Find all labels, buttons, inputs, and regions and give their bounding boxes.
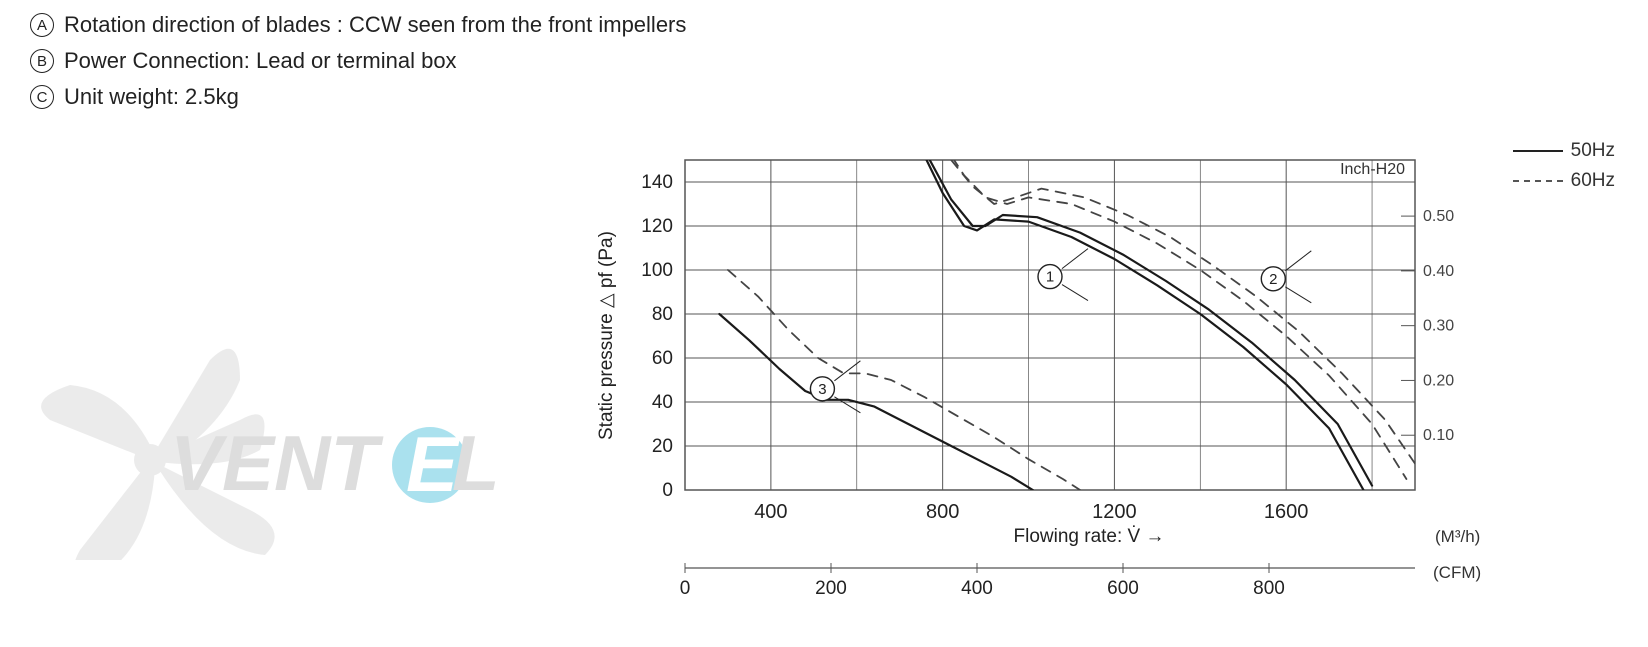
svg-text:Inch-H20: Inch-H20 [1340, 161, 1405, 178]
note-text-c: Unit weight: 2.5kg [64, 80, 239, 114]
svg-text:400: 400 [754, 501, 787, 523]
svg-text:600: 600 [1107, 578, 1139, 599]
svg-text:0.40: 0.40 [1423, 263, 1454, 280]
svg-text:0: 0 [662, 480, 673, 501]
svg-text:140: 140 [641, 172, 673, 193]
svg-text:120: 120 [641, 216, 673, 237]
svg-text:1200: 1200 [1092, 501, 1137, 523]
svg-text:40: 40 [652, 392, 673, 413]
note-text-a: Rotation direction of blades : CCW seen … [64, 8, 686, 42]
svg-text:20: 20 [652, 436, 673, 457]
watermark-ventel: VENT E L [40, 300, 500, 560]
svg-text:60: 60 [652, 348, 673, 369]
svg-text:800: 800 [1253, 578, 1285, 599]
svg-text:L: L [452, 419, 500, 507]
svg-text:1: 1 [1046, 269, 1054, 286]
legend-label-50: 50Hz [1571, 140, 1615, 162]
svg-text:1600: 1600 [1264, 501, 1309, 523]
svg-text:100: 100 [641, 260, 673, 281]
chart-svg: 40080012001600020406080100120140Inch-H20… [555, 140, 1555, 640]
svg-text:80: 80 [652, 304, 673, 325]
svg-text:Flowing rate: V̇ →: Flowing rate: V̇ → [1014, 526, 1165, 547]
svg-text:0.20: 0.20 [1423, 372, 1454, 389]
svg-text:0: 0 [680, 578, 691, 599]
svg-text:400: 400 [961, 578, 993, 599]
svg-text:VENT: VENT [170, 419, 384, 507]
note-c: C Unit weight: 2.5kg [30, 80, 686, 114]
notes-block: A Rotation direction of blades : CCW see… [30, 8, 686, 116]
svg-text:200: 200 [815, 578, 847, 599]
svg-text:800: 800 [926, 501, 959, 523]
svg-text:3: 3 [818, 381, 826, 398]
note-letter-a: A [30, 13, 54, 37]
svg-text:0.50: 0.50 [1423, 208, 1454, 225]
svg-text:2: 2 [1269, 271, 1277, 288]
note-a: A Rotation direction of blades : CCW see… [30, 8, 686, 42]
svg-text:(M³/h): (M³/h) [1435, 527, 1480, 546]
chart-area: 50Hz 60Hz Static pressure △ pf (Pa) 4008… [555, 140, 1635, 640]
note-letter-b: B [30, 49, 54, 73]
note-text-b: Power Connection: Lead or terminal box [64, 44, 457, 78]
svg-text:0.30: 0.30 [1423, 318, 1454, 335]
legend-label-60: 60Hz [1571, 170, 1615, 192]
svg-text:0.10: 0.10 [1423, 427, 1454, 444]
svg-text:E: E [406, 420, 460, 508]
note-letter-c: C [30, 85, 54, 109]
note-b: B Power Connection: Lead or terminal box [30, 44, 686, 78]
svg-text:(CFM): (CFM) [1433, 563, 1481, 582]
